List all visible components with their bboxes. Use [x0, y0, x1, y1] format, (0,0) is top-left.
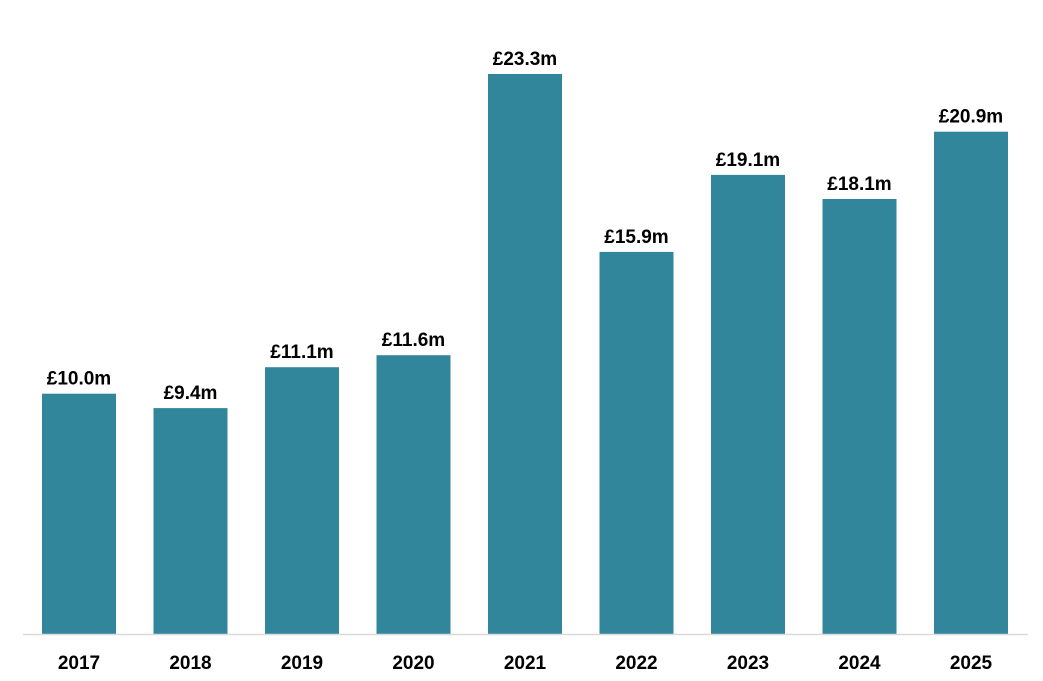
bar-2021: [488, 74, 562, 634]
x-tick-label-2023: 2023: [727, 653, 769, 674]
x-tick-label-2017: 2017: [58, 653, 100, 674]
data-labels-group: £10.0m £9.4m £11.1m £11.6m £23.3m £15.9m £19.1…: [47, 49, 1003, 404]
x-tick-label-2018: 2018: [169, 653, 211, 674]
x-tick-label-2020: 2020: [392, 653, 434, 674]
x-tick-label-2022: 2022: [615, 653, 657, 674]
data-label-2017: £10.0m: [47, 369, 111, 390]
x-tick-labels-group: 2017 2018 2019 2020 2021 2022 2023 2024 2025: [58, 653, 993, 674]
bar-2018: [153, 408, 228, 634]
data-label-2021: £23.3m: [493, 49, 557, 70]
bar-2019: [265, 367, 339, 634]
data-label-2025: £20.9m: [939, 107, 1003, 128]
data-label-2022: £15.9m: [604, 227, 668, 248]
x-tick-label-2025: 2025: [950, 653, 993, 674]
data-label-2018: £9.4m: [164, 383, 218, 404]
bar-2024: [822, 199, 897, 634]
bar-2020: [376, 355, 451, 634]
data-label-2023: £19.1m: [716, 150, 780, 171]
x-tick-label-2021: 2021: [504, 653, 547, 674]
data-label-2019: £11.1m: [270, 342, 333, 363]
data-label-2024: £18.1m: [827, 174, 891, 195]
bar-2017: [42, 393, 116, 634]
bar-2023: [711, 174, 785, 634]
bar-2022: [599, 251, 674, 634]
bars-group: [42, 74, 1008, 634]
data-label-2020: £11.6m: [382, 330, 445, 351]
bar-2025: [934, 131, 1008, 634]
x-tick-label-2024: 2024: [838, 653, 881, 674]
x-tick-label-2019: 2019: [281, 653, 323, 674]
